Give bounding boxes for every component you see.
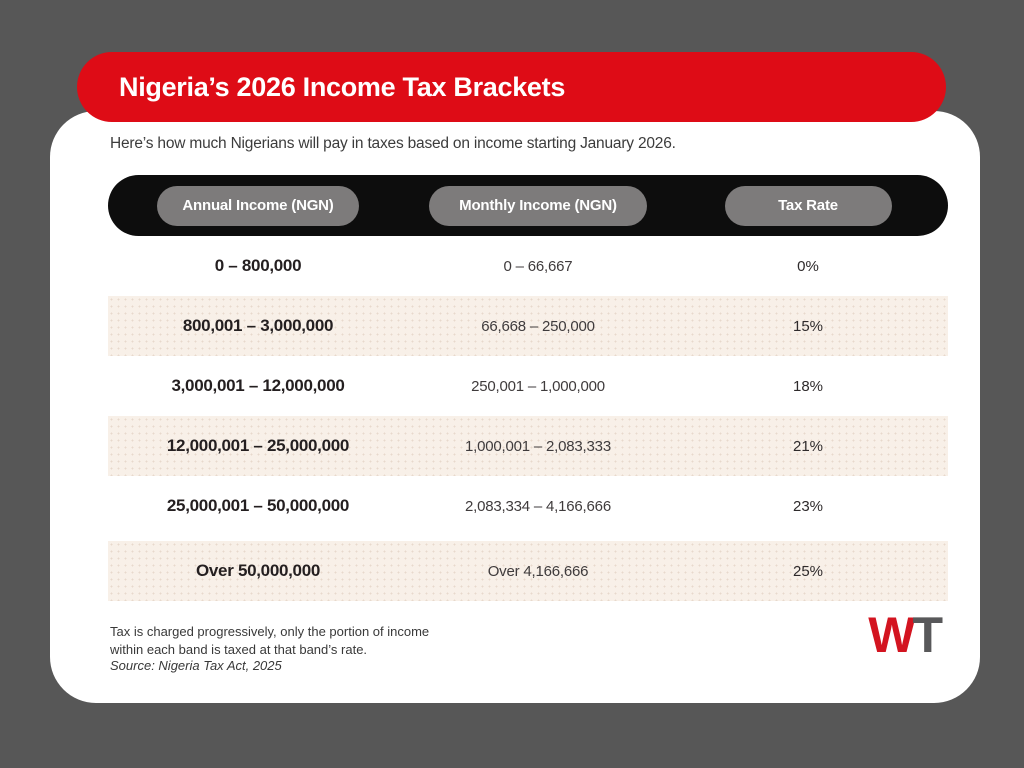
cell-monthly: 250,001 – 1,000,000 <box>471 377 605 395</box>
logo-letter-t: T <box>912 607 942 663</box>
column-header-tax-rate: Tax Rate <box>724 185 892 226</box>
cell-annual: 800,001 – 3,000,000 <box>182 316 334 335</box>
wt-logo: WT <box>868 607 943 663</box>
cell-rate: 25% <box>792 562 824 580</box>
table-row: 12,000,001 – 25,000,000 1,000,001 – 2,083… <box>108 416 948 476</box>
subtitle-text: Here’s how much Nigerians will pay in ta… <box>110 135 676 152</box>
cell-rate: 23% <box>792 497 824 515</box>
cell-rate: 15% <box>792 317 824 335</box>
logo-letter-w: W <box>868 607 915 663</box>
column-header-annual-income: Annual Income (NGN) <box>157 185 359 226</box>
cell-monthly: 2,083,334 – 4,166,666 <box>465 497 611 515</box>
table-row: 0 – 800,000 0 – 66,667 0% <box>108 236 948 296</box>
cell-monthly: Over 4,166,666 <box>487 562 589 580</box>
content-card: Here’s how much Nigerians will pay in ta… <box>50 111 980 703</box>
table-row: 25,000,001 – 50,000,000 2,083,334 – 4,166… <box>108 476 948 536</box>
cell-rate: 21% <box>792 437 824 455</box>
cell-annual: 25,000,001 – 50,000,000 <box>166 496 350 515</box>
source-text: Source: Nigeria Tax Act, 2025 <box>110 658 282 673</box>
cell-annual: Over 50,000,000 <box>195 561 321 580</box>
cell-annual: 12,000,001 – 25,000,000 <box>166 436 350 455</box>
cell-monthly: 0 – 66,667 <box>503 257 573 275</box>
column-header-monthly-income: Monthly Income (NGN) <box>429 185 647 226</box>
table-header-bar: Annual Income (NGN) Monthly Income (NGN)… <box>108 175 948 236</box>
table-row: 3,000,001 – 12,000,000 250,001 – 1,000,00… <box>108 356 948 416</box>
cell-annual: 0 – 800,000 <box>214 256 302 275</box>
table-body: 0 – 800,000 0 – 66,667 0% 800,001 – 3,000,0… <box>108 236 948 601</box>
page-title: Nigeria’s 2026 Income Tax Brackets <box>119 71 566 102</box>
table-row: 800,001 – 3,000,000 66,668 – 250,000 15% <box>108 296 948 356</box>
cell-rate: 18% <box>792 377 824 395</box>
tax-brackets-table: Annual Income (NGN) Monthly Income (NGN)… <box>108 175 948 601</box>
table-row: Over 50,000,000 Over 4,166,666 25% <box>108 541 948 601</box>
cell-monthly: 66,668 – 250,000 <box>481 317 595 335</box>
cell-annual: 3,000,001 – 12,000,000 <box>171 376 345 395</box>
cell-rate: 0% <box>797 257 819 275</box>
footnote-text: Tax is charged progressively, only the p… <box>110 624 430 658</box>
title-banner: Nigeria’s 2026 Income Tax Brackets <box>77 52 946 122</box>
cell-monthly: 1,000,001 – 2,083,333 <box>465 437 611 455</box>
